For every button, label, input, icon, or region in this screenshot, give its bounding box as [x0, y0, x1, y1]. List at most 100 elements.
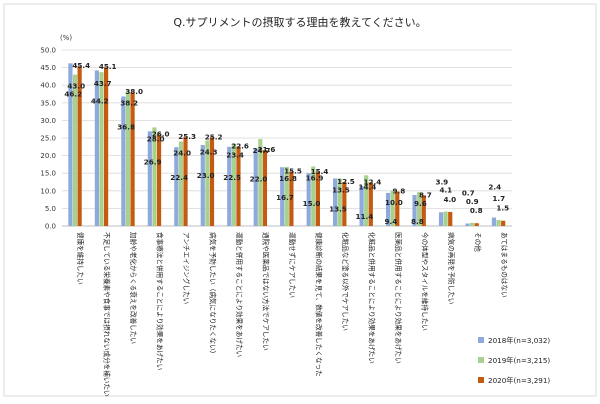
- y-tick-label: 50.0: [40, 47, 56, 55]
- data-label: 2.4: [488, 183, 501, 192]
- data-label: 43.7: [94, 79, 112, 88]
- legend-label: 2018年(n=3,032): [488, 336, 550, 345]
- data-label: 45.4: [72, 61, 90, 70]
- bar: [342, 182, 347, 226]
- data-label: 24.7: [253, 146, 271, 155]
- data-label: 3.9: [435, 177, 448, 186]
- bar: [130, 92, 135, 227]
- x-category-label: 運動せずにケアしたい: [288, 232, 297, 298]
- data-label: 38.2: [120, 99, 138, 108]
- bar: [183, 136, 188, 226]
- bar: [306, 173, 311, 226]
- bar: [390, 190, 395, 226]
- data-label: 16.9: [306, 174, 324, 183]
- data-label: 8.8: [411, 217, 424, 226]
- y-tick-label: 25.0: [40, 135, 56, 143]
- bar: [209, 137, 215, 226]
- bar: [125, 91, 131, 226]
- y-tick-label: 0.0: [45, 223, 56, 231]
- data-label: 22.0: [250, 175, 268, 184]
- bar: [178, 141, 184, 226]
- bar: [448, 211, 453, 226]
- data-label: 13.5: [329, 204, 347, 213]
- bar: [284, 166, 289, 226]
- bar: [258, 139, 263, 226]
- data-label: 44.2: [91, 96, 109, 105]
- x-category-label: あてはまるものはない: [500, 232, 508, 298]
- bar: [412, 195, 417, 226]
- data-label: 26.0: [152, 129, 170, 138]
- data-label: 1.7: [492, 194, 505, 203]
- data-label: 14.4: [359, 182, 377, 191]
- bar: [469, 222, 475, 226]
- x-category-label: 今の体型やスタイルを維持したい: [420, 232, 429, 331]
- x-category-label: 健康診断の結果を見て、数値を改善したくなった: [314, 232, 323, 377]
- bar: [104, 67, 109, 226]
- y-tick-label: 10.0: [40, 187, 56, 195]
- bar: [311, 166, 316, 226]
- y-tick-label: 30.0: [40, 117, 56, 125]
- x-category-label: アンチエイジングしたい: [182, 232, 191, 305]
- bar: [385, 192, 391, 226]
- chart-title: Q.サプリメントの摂取する理由を教えてください。: [173, 15, 426, 29]
- bar: [94, 70, 100, 226]
- data-label: 15.4: [311, 167, 329, 176]
- data-label: 15.0: [303, 199, 321, 208]
- data-label: 26.9: [144, 157, 162, 166]
- bar: [280, 167, 285, 226]
- bar: [465, 223, 470, 226]
- bar: [72, 74, 78, 226]
- data-label: 13.5: [332, 185, 350, 194]
- legend-swatch: [478, 357, 484, 363]
- bar: [147, 131, 152, 226]
- bar: [68, 63, 73, 226]
- x-category-label: 健康を維持したい: [76, 232, 85, 285]
- bar: [421, 195, 426, 226]
- bar: [395, 191, 400, 226]
- data-label: 9.4: [385, 217, 398, 226]
- x-category-label: 病気を予防したい（病気になりたくない）: [209, 232, 218, 357]
- x-category-label: 化粧品など塗る以外でケアしたい: [341, 232, 350, 331]
- data-label: 0.8: [470, 206, 483, 215]
- bar: [205, 140, 210, 226]
- data-label: 0.9: [466, 197, 479, 206]
- data-label: 8.7: [419, 190, 432, 199]
- data-label: 22.6: [231, 141, 249, 150]
- data-label: 36.8: [117, 122, 135, 131]
- data-label: 24.0: [173, 149, 191, 158]
- y-tick-label: 20.0: [40, 152, 56, 160]
- bar: [337, 178, 342, 226]
- data-label: 43.0: [67, 82, 85, 91]
- legend-swatch: [478, 337, 484, 343]
- bar: [121, 96, 126, 227]
- x-category-label: 病気の再発を予防したい: [447, 232, 456, 305]
- bar: [262, 149, 268, 226]
- data-label: 46.2: [64, 89, 82, 98]
- y-tick-label: 35.0: [40, 99, 56, 107]
- x-category-label: 食事療法と併用することにより効果をあげたい: [156, 232, 165, 371]
- data-label: 4.0: [443, 195, 456, 204]
- data-label: 45.1: [99, 62, 117, 71]
- bar: [99, 72, 104, 227]
- bar: [501, 220, 506, 226]
- y-tick-label: 5.0: [45, 205, 56, 213]
- x-category-label: 運動と併用することにより効果をあげたい: [235, 232, 244, 358]
- data-label: 12.5: [337, 177, 355, 186]
- data-label: 9.8: [393, 187, 406, 196]
- bar: [496, 220, 501, 226]
- y-axis-unit: (%): [60, 34, 72, 42]
- bar: [156, 134, 162, 226]
- data-label: 16.8: [279, 174, 297, 183]
- bar: [359, 185, 364, 226]
- data-label: 10.0: [385, 198, 403, 207]
- bar: [333, 178, 338, 226]
- x-category-label: 不足している栄養素や食事では摂れない成分を補いたい: [103, 232, 112, 397]
- data-label: 23.0: [197, 171, 215, 180]
- data-label: 0.7: [462, 189, 475, 198]
- data-label: 22.5: [223, 173, 241, 182]
- data-label: 1.5: [496, 204, 509, 213]
- bar: [77, 66, 82, 226]
- data-label: 11.4: [356, 212, 374, 221]
